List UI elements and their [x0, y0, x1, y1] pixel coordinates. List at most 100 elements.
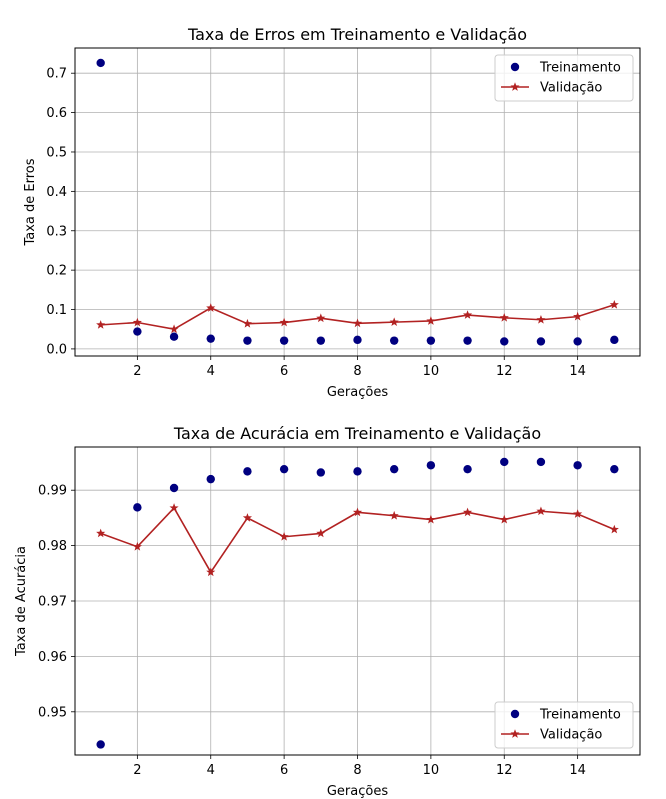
data-point	[133, 503, 142, 512]
data-point	[499, 313, 509, 322]
data-point	[169, 324, 179, 334]
legend-box	[494, 701, 634, 749]
data-point	[463, 507, 473, 517]
data-point	[389, 317, 399, 327]
legend-label: Treinamento	[539, 61, 621, 76]
data-point	[536, 314, 546, 324]
legend-marker	[510, 62, 520, 72]
y-tick-label: 0.95	[38, 705, 67, 720]
data-point	[573, 311, 583, 321]
x-tick-label: 6	[280, 364, 288, 379]
data-point	[609, 524, 619, 534]
chart-1: 2 4 6 8 10 12 14 0.0 0.1 0.2 0.3 0.4 0.5 0.6 0.7 Taxa d…	[23, 25, 641, 400]
y-tick-label: 0.0	[46, 342, 67, 357]
data-point	[169, 483, 179, 493]
data-point	[206, 334, 215, 343]
y-tick-label: 0.96	[38, 650, 67, 665]
x-tick-label: 10	[423, 763, 440, 778]
data-point	[242, 318, 252, 328]
legend-label: Validação	[540, 81, 602, 96]
x-tick-label: 2	[133, 763, 141, 778]
chart-title: Taxa de Erros em Treinamento e Validação	[187, 25, 527, 44]
data-point	[96, 740, 105, 749]
legend-marker	[510, 729, 520, 738]
y-axis-label: Taxa de Erros	[23, 158, 38, 246]
y-tick-label: 0.2	[46, 264, 67, 279]
legend-label: Validação	[540, 728, 602, 743]
data-point	[463, 310, 473, 319]
data-point	[573, 509, 583, 518]
data-point	[206, 303, 216, 312]
x-tick-label: 10	[423, 364, 440, 379]
data-point	[242, 513, 252, 522]
data-point	[206, 567, 216, 577]
y-tick-label: 0.98	[38, 539, 67, 554]
data-point	[132, 317, 142, 327]
data-point	[609, 300, 619, 309]
data-point	[610, 335, 619, 345]
data-point	[426, 461, 436, 470]
data-point	[426, 316, 436, 325]
series-validação	[96, 300, 619, 334]
data-point	[573, 461, 582, 470]
x-tick-label: 14	[569, 763, 586, 778]
data-point	[536, 506, 546, 516]
legend: Treinamento Validação	[494, 701, 634, 749]
x-tick-label: 14	[569, 364, 586, 379]
data-point	[352, 318, 363, 328]
data-point	[463, 464, 472, 474]
legend: Treinamento Validação	[494, 54, 634, 102]
x-tick-label: 2	[133, 364, 141, 379]
x-axis-label: Gerações	[327, 784, 388, 799]
x-tick-label: 8	[353, 364, 361, 379]
data-point	[316, 313, 326, 323]
data-point	[279, 336, 289, 345]
data-point	[353, 467, 362, 476]
chart-title: Taxa de Acurácia em Treinamento e Valida…	[173, 424, 541, 443]
data-point	[169, 332, 179, 341]
x-tick-label: 6	[280, 763, 288, 778]
plot-frame	[74, 446, 641, 756]
data-point	[389, 464, 399, 474]
data-point	[279, 317, 289, 327]
data-point	[426, 336, 436, 345]
legend-label: Treinamento	[539, 708, 621, 723]
data-point	[316, 528, 326, 538]
x-tick-label: 8	[353, 763, 361, 778]
y-tick-label: 0.1	[46, 303, 67, 318]
y-tick-label: 0.7	[46, 67, 67, 82]
y-axis-label: Taxa de Acurácia	[14, 546, 29, 657]
data-point	[573, 337, 582, 346]
data-point	[389, 510, 399, 520]
series-validação	[96, 503, 619, 577]
y-tick-label: 0.4	[46, 185, 67, 200]
legend-box	[494, 54, 634, 102]
data-point	[389, 336, 399, 345]
data-point	[132, 541, 142, 551]
x-tick-label: 4	[207, 763, 215, 778]
data-point	[536, 457, 546, 467]
data-point	[206, 474, 215, 484]
x-tick-label: 4	[207, 364, 215, 379]
data-point	[499, 514, 509, 524]
y-tick-label: 0.99	[38, 484, 67, 499]
data-point	[316, 336, 326, 345]
y-tick-label: 0.3	[46, 224, 67, 239]
legend-marker	[510, 709, 520, 719]
x-tick-label: 12	[496, 763, 513, 778]
series-treinamento	[96, 457, 619, 749]
data-point	[463, 336, 472, 345]
data-point	[352, 507, 363, 517]
data-point	[243, 467, 252, 476]
x-axis-label: Gerações	[327, 385, 388, 400]
data-point	[169, 503, 179, 512]
data-point	[426, 514, 436, 524]
data-point	[353, 335, 362, 345]
data-point	[96, 528, 106, 538]
data-point	[279, 464, 289, 474]
data-point	[536, 337, 546, 346]
chart-2: 2 4 6 8 10 12 14 0.95 0.96 0.97 0.98 0.99 Taxa de Ac…	[14, 424, 641, 799]
series-treinamento	[96, 58, 619, 346]
data-point	[500, 457, 509, 467]
